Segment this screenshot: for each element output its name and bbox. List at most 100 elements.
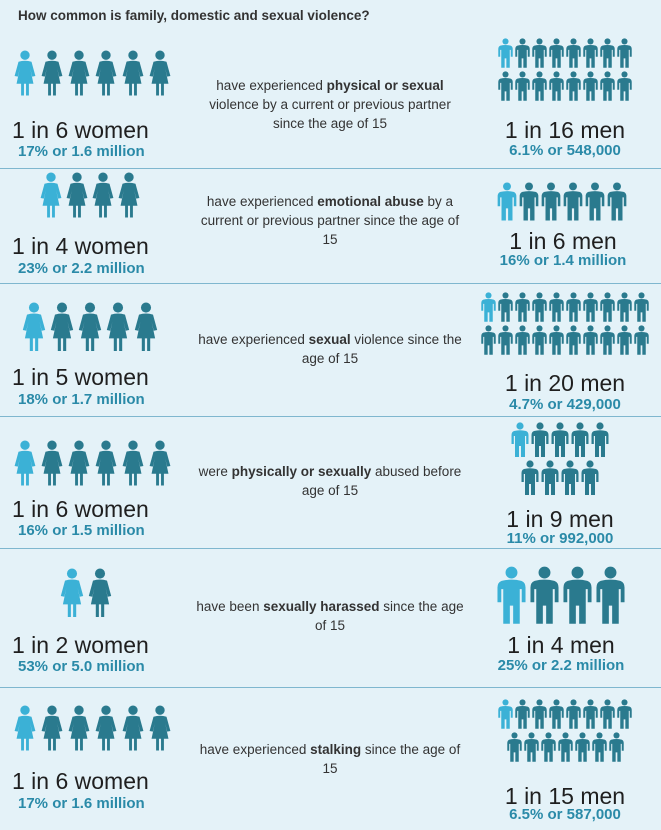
stat-row	[0, 30, 661, 169]
man-icon	[497, 566, 526, 624]
stat-row	[0, 285, 661, 417]
man-icon	[581, 460, 599, 495]
man-icon	[585, 182, 605, 221]
man-icon	[481, 324, 496, 355]
woman-icon	[122, 440, 144, 486]
stat-description: have been sexually harassed since the ag…	[195, 597, 465, 635]
man-icon	[530, 566, 559, 624]
stat-description: have experienced physical or sexual viol…	[195, 76, 465, 133]
desc-text: have experienced	[198, 332, 309, 347]
desc-text: violence by a current or previous partne…	[209, 97, 451, 131]
woman-icon	[14, 50, 36, 96]
stat-description: have experienced stalking since the age …	[195, 740, 465, 778]
man-icon	[540, 731, 556, 762]
desc-text: since the age of 15	[322, 742, 461, 776]
men-ratio: 1 in 6 men	[509, 228, 617, 254]
woman-icon	[68, 50, 90, 96]
desc-emphasis: physical or sexual	[326, 78, 444, 93]
man-icon	[532, 70, 547, 101]
woman-icon	[122, 50, 144, 96]
man-icon	[549, 70, 564, 101]
woman-icon	[22, 302, 46, 351]
desc-text: by a current or previous partner since t…	[200, 194, 460, 247]
man-icon	[566, 699, 581, 729]
women-stat: 17% or 1.6 million	[18, 143, 145, 160]
woman-icon	[66, 172, 88, 218]
man-icon	[532, 324, 547, 355]
stat-row	[0, 418, 661, 549]
man-icon	[607, 182, 627, 221]
stat-row	[0, 170, 661, 284]
desc-text: violence since the age of 15	[301, 332, 462, 366]
woman-icon	[68, 705, 90, 751]
page-title: How common is family, domestic and sexua…	[18, 8, 370, 23]
man-icon	[541, 460, 559, 495]
woman-icon	[60, 568, 84, 617]
men-figures	[510, 422, 610, 498]
man-icon	[600, 38, 615, 68]
man-icon	[498, 292, 513, 322]
women-ratio: 1 in 2 women	[12, 632, 149, 658]
man-icon	[574, 731, 590, 762]
woman-icon	[92, 172, 114, 218]
desc-text: since the age of 15	[314, 599, 464, 633]
women-stat: 18% or 1.7 million	[18, 391, 145, 408]
man-icon	[583, 699, 598, 729]
women-stat: 16% or 1.5 million	[18, 522, 145, 539]
woman-icon	[78, 302, 102, 351]
man-icon	[583, 324, 598, 355]
woman-icon	[40, 172, 62, 218]
man-icon	[600, 70, 615, 101]
woman-icon	[41, 440, 63, 486]
men-figures	[497, 38, 633, 103]
man-icon	[617, 324, 632, 355]
men-stat: 11% or 992,000	[506, 530, 614, 547]
man-icon	[532, 38, 547, 68]
women-figures	[12, 50, 174, 97]
desc-text: have experienced	[206, 194, 318, 209]
woman-icon	[106, 302, 130, 351]
man-icon	[521, 460, 539, 495]
man-icon	[551, 422, 569, 457]
women-figures	[38, 172, 142, 219]
desc-emphasis: stalking	[310, 742, 362, 757]
men-stat: 16% or 1.4 million	[499, 252, 627, 269]
women-stat: 23% or 2.2 million	[18, 260, 145, 277]
desc-text: have been	[196, 599, 264, 614]
women-figures	[20, 302, 160, 352]
man-icon	[523, 731, 539, 762]
man-icon	[498, 38, 513, 68]
man-icon	[532, 699, 547, 729]
woman-icon	[14, 705, 36, 751]
man-icon	[566, 292, 581, 322]
man-icon	[583, 292, 598, 322]
woman-icon	[14, 440, 36, 486]
man-icon	[557, 731, 573, 762]
woman-icon	[95, 705, 117, 751]
man-icon	[566, 324, 581, 355]
desc-emphasis: sexual	[308, 332, 351, 347]
woman-icon	[149, 440, 171, 486]
woman-icon	[41, 705, 63, 751]
men-ratio: 1 in 20 men	[504, 370, 626, 396]
women-figures	[58, 568, 114, 618]
man-icon	[549, 699, 564, 729]
desc-text: were	[198, 464, 232, 479]
man-icon	[511, 422, 529, 457]
man-icon	[532, 292, 547, 322]
men-ratio: 1 in 15 men	[504, 783, 626, 809]
women-figures	[12, 440, 174, 487]
man-icon	[498, 699, 513, 729]
men-figures	[496, 182, 628, 224]
men-ratio: 1 in 9 men	[506, 506, 614, 532]
man-icon	[561, 460, 579, 495]
man-icon	[519, 182, 539, 221]
woman-icon	[50, 302, 74, 351]
man-icon	[563, 566, 592, 624]
men-stat: 25% or 2.2 million	[497, 657, 625, 674]
men-figures	[497, 699, 633, 764]
man-icon	[549, 38, 564, 68]
man-icon	[549, 292, 564, 322]
women-ratio: 1 in 6 women	[12, 496, 149, 522]
man-icon	[566, 38, 581, 68]
